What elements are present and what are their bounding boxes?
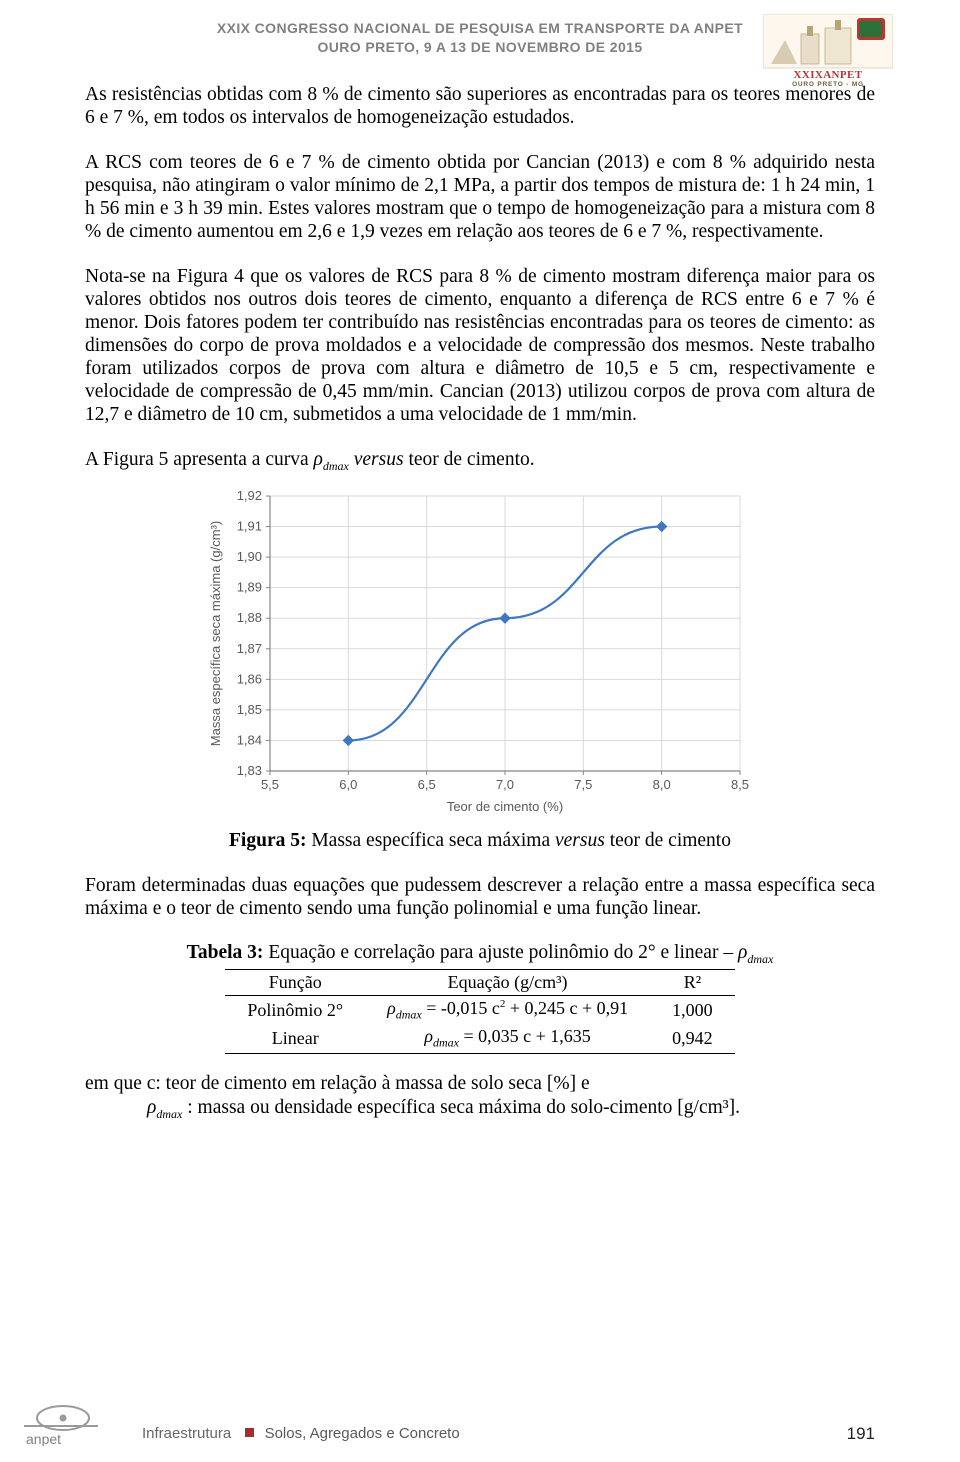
text: teor de cimento. (404, 449, 535, 470)
table-row: Polinômio 2°ρdmax = -0,015 c2 + 0,245 c … (225, 995, 734, 1024)
svg-text:1,88: 1,88 (237, 610, 262, 625)
svg-text:7,5: 7,5 (574, 777, 592, 792)
cell-funcao: Linear (225, 1024, 365, 1053)
page-number: 191 (847, 1424, 875, 1444)
header-line1: XXIX CONGRESSO NACIONAL DE PESQUISA EM T… (85, 20, 875, 36)
caption-label: Figura 5: (229, 830, 306, 851)
svg-text:1,83: 1,83 (237, 763, 262, 778)
caption-text: Equação e correlação para ajuste polinôm… (263, 942, 738, 963)
paragraph-3: Nota-se na Figura 4 que os valores de RC… (85, 265, 875, 426)
table-row: Linearρdmax = 0,035 c + 1,6350,942 (225, 1024, 734, 1053)
col-r2: R² (650, 969, 735, 995)
col-equacao: Equação (g/cm³) (365, 969, 650, 995)
svg-text:1,85: 1,85 (237, 702, 262, 717)
text: A Figura 5 apresenta a curva (85, 449, 314, 470)
paragraph-2: A RCS com teores de 6 e 7 % de cimento o… (85, 151, 875, 243)
col-funcao: Função (225, 969, 365, 995)
caption-text: Massa específica seca máxima (306, 830, 555, 851)
svg-text:1,86: 1,86 (237, 671, 262, 686)
note-line2: ρdmax : massa ou densidade específica se… (85, 1096, 875, 1126)
figure5-intro: A Figura 5 apresenta a curva ρdmax versu… (85, 448, 875, 478)
cell-equacao: ρdmax = 0,035 c + 1,635 (365, 1024, 650, 1053)
cell-equacao: ρdmax = -0,015 c2 + 0,245 c + 0,91 (365, 995, 650, 1024)
svg-text:anpet: anpet (26, 1431, 61, 1446)
footer-breadcrumb: Infraestrutura Solos, Agregados e Concre… (142, 1425, 460, 1442)
svg-text:1,87: 1,87 (237, 641, 262, 656)
figure5-chart-wrap: 1,83 1,84 1,85 1,86 1,87 1,88 1,89 1,90 1,91 1,92… (85, 486, 875, 816)
rho-symbol: ρ (738, 942, 747, 963)
svg-text:1,84: 1,84 (237, 732, 262, 747)
svg-text:6,5: 6,5 (418, 777, 436, 792)
svg-text:OURO PRETO - MG: OURO PRETO - MG (792, 81, 864, 86)
anpet-congress-logo: XXIXANPET OURO PRETO - MG (763, 14, 893, 86)
table-header-row: Função Equação (g/cm³) R² (225, 969, 734, 995)
svg-text:Massa específica seca máxima (: Massa específica seca máxima (g/cm³) (208, 521, 223, 746)
rho-subscript: dmax (747, 952, 773, 966)
svg-text:7,0: 7,0 (496, 777, 514, 792)
svg-text:1,91: 1,91 (237, 518, 262, 533)
svg-text:5,5: 5,5 (261, 777, 279, 792)
footer-subsection: Solos, Agregados e Concreto (265, 1425, 460, 1442)
svg-text:8,5: 8,5 (731, 777, 749, 792)
paragraph-5: Foram determinadas duas equações que pud… (85, 874, 875, 920)
rho-symbol: ρ (147, 1097, 156, 1118)
svg-text:Teor de cimento (%): Teor de cimento (%) (447, 799, 563, 814)
rho-symbol: ρ (314, 449, 323, 470)
cell-r2: 1,000 (650, 995, 735, 1024)
conference-header: XXIX CONGRESSO NACIONAL DE PESQUISA EM T… (85, 20, 875, 55)
footer-section: Infraestrutura (142, 1425, 231, 1442)
cell-r2: 0,942 (650, 1024, 735, 1053)
equation-notes: em que c: teor de cimento em relação à m… (85, 1072, 875, 1126)
rho-subscript: dmax (323, 459, 349, 473)
svg-text:6,0: 6,0 (339, 777, 357, 792)
table3-caption: Tabela 3: Equação e correlação para ajus… (85, 942, 875, 967)
header-line2: OURO PRETO, 9 A 13 DE NOVEMBRO DE 2015 (85, 39, 875, 55)
paragraph-1: As resistências obtidas com 8 % de cimen… (85, 83, 875, 129)
rho-subscript: dmax (156, 1107, 182, 1121)
note-line1: em que c: teor de cimento em relação à m… (85, 1073, 590, 1094)
anpet-footer-logo: anpet (20, 1404, 102, 1446)
svg-text:1,89: 1,89 (237, 580, 262, 595)
svg-text:8,0: 8,0 (653, 777, 671, 792)
page-footer: anpet Infraestrutura Solos, Agregados e … (0, 1406, 960, 1444)
figure5-chart: 1,83 1,84 1,85 1,86 1,87 1,88 1,89 1,90 1,91 1,92… (200, 486, 760, 816)
svg-text:1,92: 1,92 (237, 488, 262, 503)
footer-separator-icon (245, 1428, 254, 1437)
caption-label: Tabela 3: (187, 942, 264, 963)
caption-text: teor de cimento (605, 830, 731, 851)
svg-text:1,90: 1,90 (237, 549, 262, 564)
table3: Função Equação (g/cm³) R² Polinômio 2°ρd… (225, 969, 734, 1054)
text: : massa ou densidade específica seca máx… (182, 1097, 740, 1118)
cell-funcao: Polinômio 2° (225, 995, 365, 1024)
caption-versus: versus (555, 830, 605, 851)
svg-text:XXIXANPET: XXIXANPET (794, 69, 863, 81)
figure5-caption: Figura 5: Massa específica seca máxima v… (85, 830, 875, 852)
versus-word: versus (349, 449, 404, 470)
